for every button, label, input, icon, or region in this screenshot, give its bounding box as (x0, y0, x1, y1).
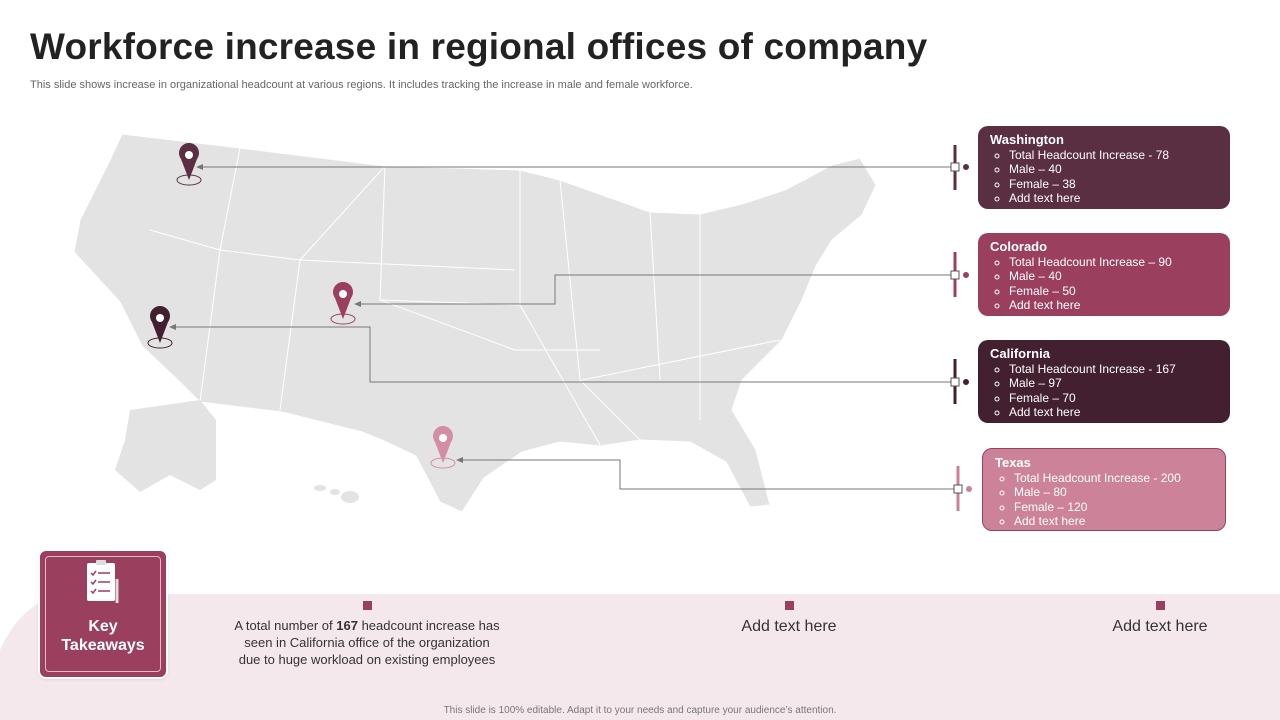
region-item: Female – 120 (1014, 500, 1213, 514)
takeaway-marker (362, 601, 372, 610)
region-name: Washington (990, 132, 1064, 147)
region-list: Total Headcount Increase - 167Male – 97F… (990, 362, 1218, 420)
takeaway-text: Add text here (1060, 617, 1260, 637)
region-item: Female – 70 (1009, 391, 1218, 405)
title: Workforce increase in regional offices o… (30, 26, 928, 67)
region-list: Total Headcount Increase - 200Male – 80F… (995, 471, 1213, 529)
region-item: Total Headcount Increase - 167 (1009, 362, 1218, 376)
takeaway-part: Add text here (1112, 618, 1208, 635)
region-item: Female – 38 (1009, 177, 1218, 191)
region-list: Total Headcount Increase - 78Male – 40Fe… (990, 148, 1218, 206)
region-item: Add text here (1009, 191, 1218, 205)
region-item: Total Headcount Increase – 90 (1009, 255, 1218, 269)
region-box: TexasTotal Headcount Increase - 200Male … (982, 448, 1226, 531)
region-name: California (990, 346, 1050, 361)
region-item: Total Headcount Increase - 78 (1009, 148, 1218, 162)
region-item: Female – 50 (1009, 284, 1218, 298)
connectors (950, 145, 972, 511)
us-map (73, 133, 877, 513)
region-item: Male – 80 (1014, 485, 1213, 499)
region-name: Colorado (990, 239, 1048, 254)
bottom-band (0, 594, 1280, 720)
region-item: Add text here (1014, 514, 1213, 528)
takeaway-text: Add text here (689, 617, 889, 637)
takeaway-text: A total number of 167 headcount increase… (232, 617, 502, 668)
pins (147, 143, 456, 469)
region-item: Total Headcount Increase - 200 (1014, 471, 1213, 485)
key-takeaways: Key Takeaways (40, 551, 166, 677)
takeaway-marker (1155, 601, 1165, 610)
takeaway-highlight: 167 (336, 618, 358, 633)
key-takeaways-label: Key Takeaways (61, 618, 145, 654)
region-item: Add text here (1009, 298, 1218, 312)
region-list: Total Headcount Increase – 90Male – 40Fe… (990, 255, 1218, 313)
footer: This slide is 100% editable. Adapt it to… (443, 705, 837, 716)
region-box: ColoradoTotal Headcount Increase – 90Mal… (978, 233, 1230, 316)
region-box: CaliforniaTotal Headcount Increase - 167… (978, 340, 1230, 423)
takeaway-part: A total number of (234, 618, 337, 633)
region-item: Male – 97 (1009, 376, 1218, 390)
region-box: WashingtonTotal Headcount Increase - 78M… (978, 126, 1230, 209)
takeaway-marker (784, 601, 794, 610)
subtitle: This slide shows increase in organizatio… (30, 79, 693, 91)
region-name: Texas (995, 455, 1031, 470)
takeaway-part: headcount increase has seen in Californi… (238, 618, 500, 667)
region-item: Add text here (1009, 405, 1218, 419)
region-item: Male – 40 (1009, 269, 1218, 283)
checklist-icon (87, 560, 119, 603)
takeaway-part: Add text here (741, 618, 837, 635)
region-item: Male – 40 (1009, 162, 1218, 176)
